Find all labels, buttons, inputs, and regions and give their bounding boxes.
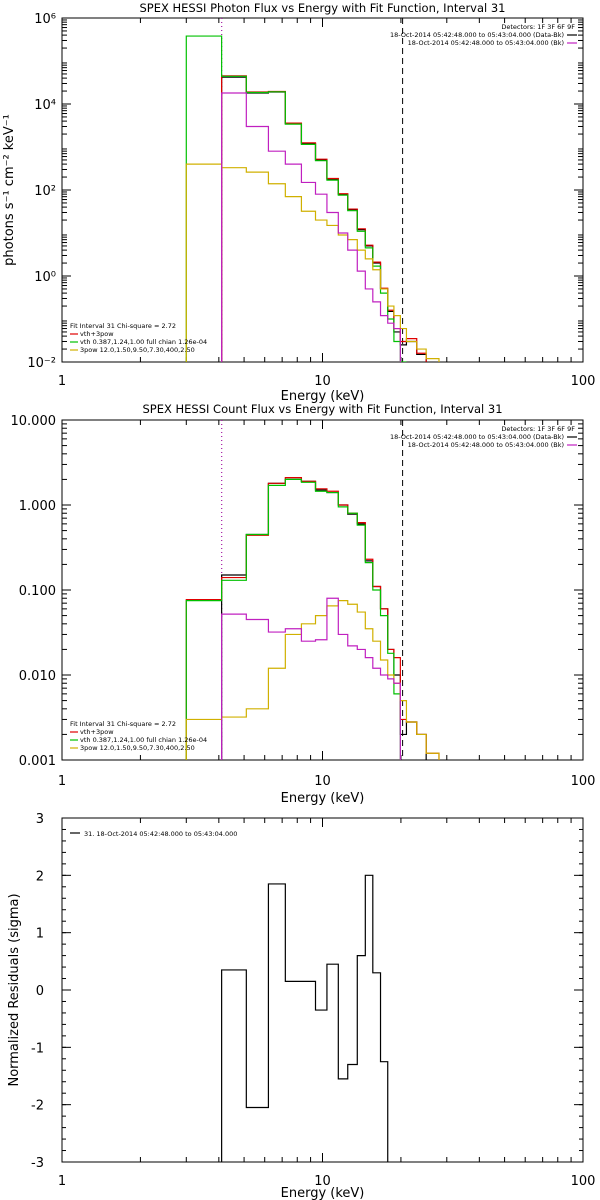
y-tick-label: 0.010 [19, 669, 56, 684]
y-tick-label: -2 [31, 1099, 44, 1114]
legend-entry: 18-Oct-2014 05:42:48.000 to 05:43:04.000… [390, 31, 564, 39]
series-line-2 [185, 478, 401, 760]
x-tick-label: 100 [571, 1174, 596, 1189]
series-line-3 [185, 600, 440, 760]
residuals-panel: Energy (keV) Normalized Residuals (sigma)… [7, 812, 595, 1200]
legend-entry: 18-Oct-2014 05:42:48.000 to 05:43:04.000… [408, 441, 564, 449]
y-tick-label: 0.001 [19, 754, 56, 769]
series-line-3 [185, 163, 440, 362]
plot-frame [61, 817, 584, 1163]
y-tick-label: 10⁴ [34, 98, 56, 113]
y-tick-label: 10.000 [11, 414, 57, 429]
photon-flux-panel: SPEX HESSI Photon Flux vs Energy with Fi… [2, 1, 595, 404]
x-tick-label: 100 [571, 374, 596, 389]
legend-title: Fit Interval 31 Chi-square = 2.72 [70, 720, 176, 728]
count-flux-panel: SPEX HESSI Count Flux vs Energy with Fit… [11, 402, 596, 806]
series-line-2 [185, 35, 407, 362]
legend-title: Fit Interval 31 Chi-square = 2.72 [70, 322, 176, 330]
series-group [185, 35, 440, 362]
legend-entry: 18-Oct-2014 05:42:48.000 to 05:43:04.000… [408, 39, 564, 47]
legend-entry: vth+3pow [80, 728, 114, 736]
y-tick-label: 2 [36, 869, 44, 884]
chart-title: SPEX HESSI Count Flux vs Energy with Fit… [142, 402, 502, 416]
x-tick-label: 1 [58, 1174, 66, 1189]
y-tick-label: 1.000 [19, 499, 56, 514]
legend-entry: vth 0.387,1.24,1.00 full chian 1.26e-04 [80, 736, 207, 744]
y-tick-label: 10⁻² [27, 356, 56, 371]
y-tick-label: 0 [36, 984, 44, 999]
x-tick-label: 100 [571, 774, 596, 789]
x-axis-label: Energy (keV) [281, 389, 365, 404]
x-tick-label: 10 [314, 774, 331, 789]
series-line-4 [221, 92, 401, 362]
x-axis-label: Energy (keV) [281, 791, 365, 806]
y-tick-label: 10⁰ [34, 270, 56, 285]
legend-entry: vth 0.387,1.24,1.00 full chian 1.26e-04 [80, 338, 207, 346]
plot-frame [61, 419, 584, 761]
x-tick-label: 1 [58, 774, 66, 789]
y-tick-label: 0.100 [19, 584, 56, 599]
legend-entry: 18-Oct-2014 05:42:48.000 to 05:43:04.000… [390, 433, 564, 441]
chart-title: SPEX HESSI Photon Flux vs Energy with Fi… [139, 1, 505, 15]
y-axis-label: photons s⁻¹ cm⁻² keV⁻¹ [2, 114, 17, 266]
y-tick-label: -3 [31, 1156, 44, 1171]
legend-entry: 3pow 12.0,1.50,9.50,7.30,400,2.50 [80, 346, 195, 354]
series-line-0 [221, 874, 389, 1162]
x-tick-label: 1 [58, 374, 66, 389]
y-tick-label: 3 [36, 812, 44, 827]
x-tick-label: 10 [314, 374, 331, 389]
legend-entry: vth+3pow [80, 330, 114, 338]
x-axis-label: Energy (keV) [281, 1186, 365, 1200]
y-axis-label: Normalized Residuals (sigma) [7, 893, 22, 1086]
y-tick-label: -1 [31, 1041, 44, 1056]
legend-title: Detectors: 1F 3F 6F 9F [501, 425, 575, 433]
legend-entry: 3pow 12.0,1.50,9.50,7.30,400,2.50 [80, 744, 195, 752]
plot-frame [61, 17, 584, 363]
legend-title: Detectors: 1F 3F 6F 9F [501, 23, 575, 31]
series-line-4 [221, 597, 401, 760]
y-tick-label: 10⁶ [34, 12, 56, 27]
x-tick-label: 10 [314, 1174, 331, 1189]
y-tick-label: 1 [36, 927, 44, 942]
series-group [185, 477, 440, 760]
series-line-1 [221, 75, 427, 362]
series-group [221, 874, 389, 1162]
legend-entry: 31. 18-Oct-2014 05:42:48.000 to 05:43:04… [84, 830, 237, 838]
y-tick-label: 10² [34, 184, 56, 199]
